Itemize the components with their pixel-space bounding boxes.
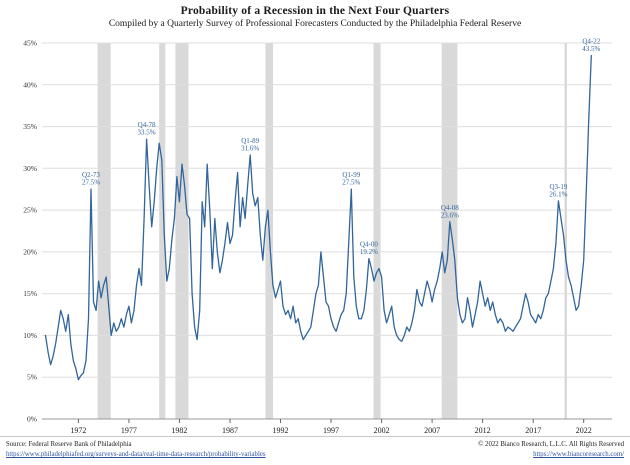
y-axis-label: 35% <box>23 122 37 131</box>
y-axis-label: 20% <box>23 247 37 256</box>
peak-annotation: Q1-99 27.5% <box>342 171 360 187</box>
x-axis-label: 1987 <box>222 426 238 435</box>
recession-band <box>564 43 567 419</box>
source-link[interactable]: https://www.philadelphiafed.org/surveys-… <box>6 451 266 459</box>
x-axis-label: 2002 <box>374 426 390 435</box>
peak-annotation: Q4-22 43.5% <box>582 38 600 54</box>
peak-annotation: Q3-19 26.1% <box>549 183 567 199</box>
x-axis-label: 1972 <box>70 426 86 435</box>
y-axis-label: 25% <box>23 206 37 215</box>
peak-annotation: Q2-73 27.5% <box>82 171 100 187</box>
recession-band <box>373 43 381 419</box>
copyright-text: © 2022 Bianco Research, L.L.C. All Right… <box>478 440 624 448</box>
x-axis-label: 1992 <box>273 426 289 435</box>
recession-probability-chart: 0% 5% 10% 15% 20% 25% 30% 35% 40% 45% 1972 1977 1982… <box>0 33 630 435</box>
data-line <box>44 54 592 381</box>
recession-band <box>97 43 111 419</box>
y-axis-label: 5% <box>27 373 37 382</box>
y-axis-label: 40% <box>23 80 37 89</box>
x-axis-label: 1997 <box>323 426 339 435</box>
chart-header: Probability of a Recession in the Next F… <box>0 5 630 29</box>
y-axis-label: 10% <box>23 331 37 340</box>
y-axis-label: 0% <box>27 415 37 424</box>
y-axis-label: 45% <box>23 39 37 48</box>
x-axis-label: 2007 <box>424 426 440 435</box>
peak-annotation: Q4-00 19.2% <box>360 241 378 257</box>
x-axis-label: 2022 <box>576 426 592 435</box>
chart-canvas: 0% 5% 10% 15% 20% 25% 30% 35% 40% 45% 1972 1977 1982… <box>23 38 612 435</box>
peak-annotation: Q4-78 33.5% <box>138 121 156 137</box>
page-subtitle: Compiled by a Quarterly Survey of Profes… <box>108 19 522 29</box>
peak-annotation: Q4-08 23.6% <box>441 204 459 220</box>
chart-footer: Source: Federal Reserve Bank of Philadel… <box>0 435 630 465</box>
source-label: Source: Federal Reserve Bank of Philadel… <box>6 440 132 448</box>
x-axis-label: 2017 <box>525 426 541 435</box>
recession-band <box>159 43 166 419</box>
x-axis-label: 1977 <box>121 426 137 435</box>
y-axis-label: 15% <box>23 289 37 298</box>
bianco-website-link[interactable]: https://www.biancoresearch.com/ <box>533 451 624 459</box>
recession-band <box>175 43 189 419</box>
x-axis-label: 1982 <box>171 426 187 435</box>
y-axis-label: 30% <box>23 164 37 173</box>
peak-annotation: Q1-89 31.6% <box>241 137 259 153</box>
page-title: Probability of a Recession in the Next F… <box>180 5 450 17</box>
x-axis-label: 2012 <box>475 426 491 435</box>
